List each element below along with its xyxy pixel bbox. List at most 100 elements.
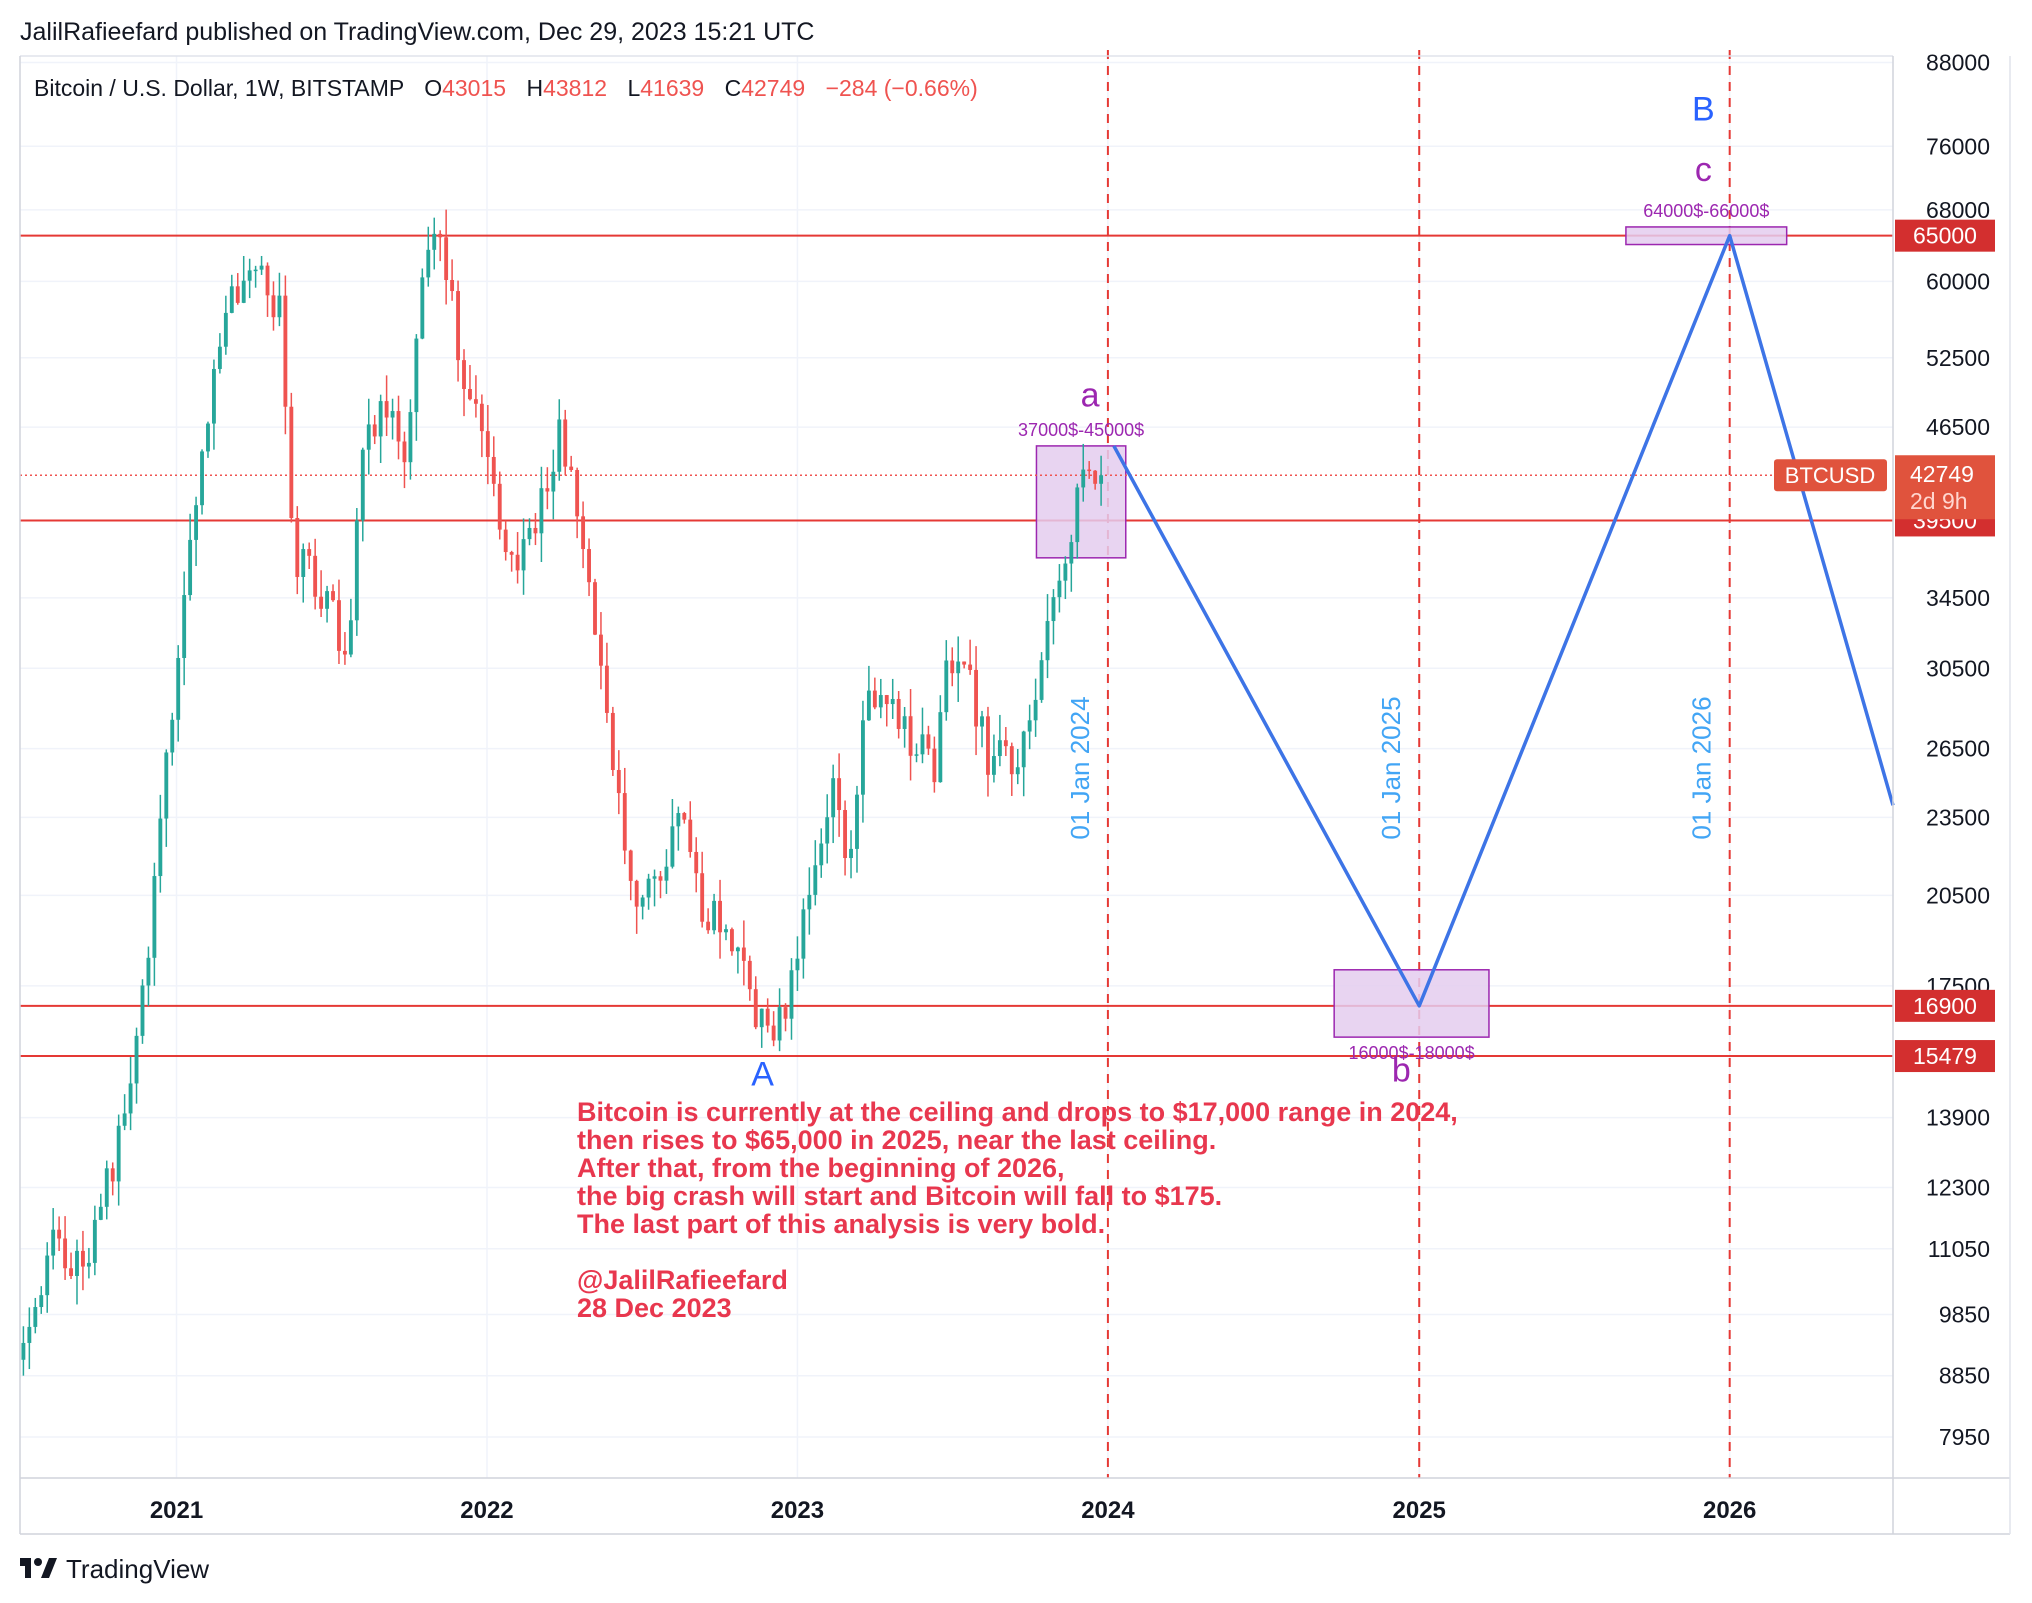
candle-body <box>956 661 961 674</box>
candlesticks[interactable] <box>21 209 1104 1376</box>
price-tick-label: 68000 <box>1926 197 1990 223</box>
time-tick-label: 2021 <box>150 1497 203 1524</box>
candle-body <box>1075 487 1080 543</box>
candle-body <box>1045 621 1050 661</box>
candle-body <box>128 1083 133 1114</box>
candle-body <box>450 279 455 292</box>
candle-body <box>211 368 216 424</box>
candle-body <box>283 295 288 407</box>
candle-body <box>801 909 806 959</box>
note-line-3: After that, from the beginning of 2026, <box>577 1153 1065 1183</box>
candle-body <box>366 424 371 450</box>
candle-body <box>271 295 276 318</box>
price-tick-label: 13900 <box>1926 1105 1990 1131</box>
candle-body <box>670 826 675 867</box>
candle-body <box>753 989 758 1028</box>
price-tick-label: 8850 <box>1939 1363 1990 1389</box>
candle-body <box>783 1007 788 1019</box>
candle-body <box>301 549 306 577</box>
candle-body <box>456 291 460 361</box>
candle-body <box>468 388 472 400</box>
candle-body <box>718 900 722 933</box>
candle-body <box>390 411 395 418</box>
candle-body <box>81 1250 85 1267</box>
candle-body <box>319 596 324 609</box>
candle-body <box>1039 660 1044 700</box>
candle-body <box>152 876 157 958</box>
time-axis[interactable]: 2021 2022 2023 2024 2025 2026 <box>150 1497 1757 1524</box>
date-marker-label: 01 Jan 2025 <box>1376 696 1406 839</box>
candle-body <box>158 818 163 877</box>
price-tick-label: 34500 <box>1926 585 1990 611</box>
legend-open-value: 43015 <box>442 75 506 101</box>
target-zone-label: 64000$-66000$ <box>1643 201 1769 221</box>
date-marker-label: 01 Jan 2026 <box>1687 696 1717 839</box>
candle-body <box>182 595 187 658</box>
candle-body <box>980 716 984 727</box>
candle-body <box>259 265 264 270</box>
candle-body <box>587 549 591 583</box>
candle-body <box>944 660 949 713</box>
candle-body <box>521 539 526 571</box>
note-date: 28 Dec 2023 <box>577 1293 732 1323</box>
candle-body <box>1093 470 1098 484</box>
tradingview-logo[interactable]: TradingView <box>20 1554 209 1584</box>
price-axis[interactable]: 88000 76000 68000 60000 52500 46500 34500 30500… <box>1926 49 1990 1450</box>
candle-body <box>206 423 210 452</box>
wave-label: A <box>751 1056 774 1094</box>
candle-body <box>473 399 478 404</box>
candle-body <box>950 660 955 674</box>
level-price-badge <box>1895 989 1995 1022</box>
price-tick-label: 46500 <box>1926 414 1990 440</box>
candle-body <box>557 419 562 472</box>
candle-body <box>491 456 496 484</box>
candle-body <box>920 734 925 755</box>
candle-body <box>1087 469 1092 472</box>
tradingview-logo-text: TradingView <box>66 1554 209 1584</box>
candle-body <box>735 947 740 952</box>
candle-body <box>747 960 752 990</box>
candle-body <box>551 471 556 492</box>
projection <box>1112 233 1895 1008</box>
candle-body <box>223 312 228 347</box>
candle-body <box>855 794 859 849</box>
candle-body <box>527 527 532 540</box>
candle-body <box>337 600 341 651</box>
target-zone <box>1333 969 1490 1038</box>
candle-body <box>253 269 258 272</box>
candle-body <box>372 424 377 437</box>
wave-label: c <box>1695 151 1712 189</box>
price-tick-label: 76000 <box>1926 133 1990 159</box>
candle-body <box>968 664 973 670</box>
time-tick-label: 2026 <box>1703 1497 1756 1524</box>
candle-body <box>932 748 937 783</box>
level-price-label: 16900 <box>1913 993 1977 1019</box>
candle-body <box>289 406 294 518</box>
last-price-value: 42749 <box>1910 461 1974 487</box>
candle-body <box>444 237 449 280</box>
candle-body <box>849 848 853 859</box>
candle-body <box>640 897 645 907</box>
candle-body <box>86 1262 91 1267</box>
time-tick-label: 2023 <box>771 1497 824 1524</box>
candle-body <box>1021 731 1026 768</box>
candle-body <box>789 970 794 1019</box>
candle-body <box>342 650 347 655</box>
candle-body <box>974 669 978 727</box>
candle-body <box>21 1342 26 1360</box>
wave-label: B <box>1692 91 1715 129</box>
time-tick-label: 2022 <box>460 1497 513 1524</box>
candle-body <box>896 698 901 729</box>
candle-body <box>45 1255 50 1296</box>
candle-body <box>664 866 669 881</box>
candle-body <box>104 1168 109 1207</box>
candle-body <box>837 778 842 811</box>
candle-body <box>515 554 520 571</box>
candle-body <box>1033 699 1038 721</box>
candle-body <box>325 591 329 609</box>
candle-body <box>628 850 633 881</box>
candle-body <box>140 985 145 1036</box>
note-line-1: Bitcoin is currently at the ceiling and … <box>577 1097 1458 1127</box>
